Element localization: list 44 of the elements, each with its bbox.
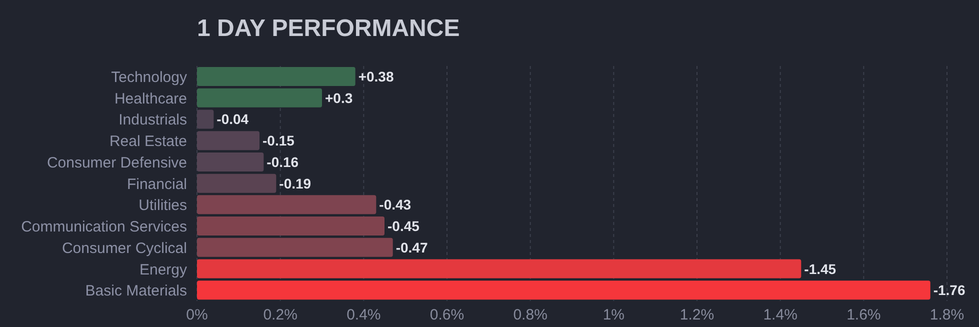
- y-tick-label: Financial: [126, 176, 187, 193]
- y-tick-label: Technology: [111, 69, 188, 86]
- bar: [197, 67, 356, 86]
- y-tick-label: Basic Materials: [85, 282, 187, 300]
- data-label: -0.15: [262, 132, 295, 149]
- data-label: -0.04: [216, 111, 249, 128]
- data-label: -0.19: [279, 175, 312, 192]
- bar: [197, 88, 322, 108]
- chart-title: 1 DAY PERFORMANCE: [197, 15, 460, 43]
- bar: [197, 195, 376, 214]
- x-tick-label: 1.6%: [846, 306, 881, 324]
- bar: [197, 259, 802, 278]
- data-label: -1.76: [933, 282, 966, 298]
- x-tick-label: 0%: [186, 306, 208, 324]
- bar: [197, 174, 276, 193]
- bar: [197, 152, 264, 172]
- y-tick-label: Utilities: [138, 197, 187, 214]
- y-tick-label: Consumer Defensive: [46, 154, 187, 172]
- bar: [197, 280, 930, 300]
- y-tick-label: Consumer Cyclical: [62, 240, 187, 257]
- x-tick-label: 1%: [602, 306, 625, 324]
- y-tick-label: Real Estate: [109, 133, 187, 150]
- data-label: +0.38: [358, 68, 394, 84]
- data-label: +0.3: [325, 90, 353, 106]
- y-tick-label: Industrials: [118, 112, 187, 129]
- x-tick-label: 1.2%: [680, 306, 714, 324]
- x-tick-label: 0.8%: [513, 306, 548, 324]
- bar: [197, 131, 260, 150]
- x-tick-label: 1.8%: [930, 306, 964, 324]
- y-tick-label: Energy: [139, 261, 188, 278]
- x-tick-label: 1.4%: [763, 306, 798, 324]
- y-tick-label: Healthcare: [114, 90, 187, 108]
- data-label: -0.16: [266, 154, 299, 170]
- x-tick-label: 0.2%: [263, 306, 298, 324]
- x-tick-label: 0.4%: [346, 306, 381, 324]
- data-label: -1.45: [804, 260, 836, 277]
- data-label: -0.43: [379, 196, 412, 213]
- bar: [197, 110, 214, 129]
- data-label: -0.45: [388, 218, 420, 234]
- bar: [197, 216, 384, 236]
- y-tick-label: Communication Services: [21, 218, 187, 236]
- x-tick-label: 0.6%: [430, 306, 464, 324]
- bar: [197, 238, 393, 257]
- data-label: -0.47: [396, 239, 428, 256]
